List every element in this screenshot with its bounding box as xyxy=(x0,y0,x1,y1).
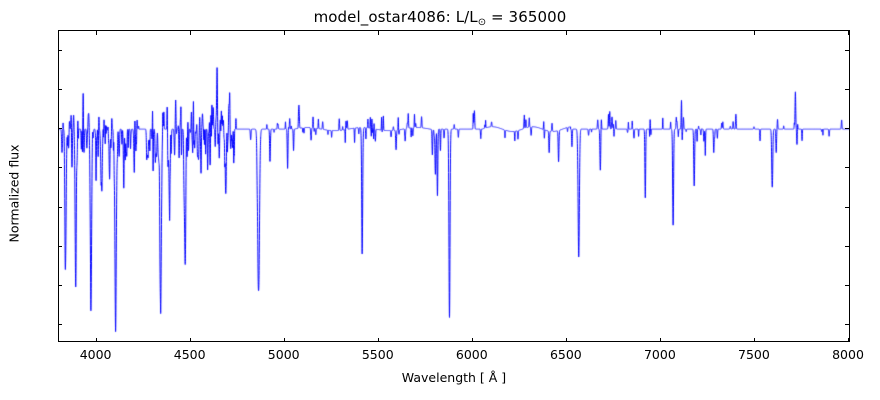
y-tick-mark xyxy=(58,245,62,247)
x-tick-mark-top xyxy=(848,31,849,35)
y-tick-mark-right xyxy=(845,88,849,90)
x-tick-label: 8000 xyxy=(832,347,864,362)
y-tick-mark-right xyxy=(845,285,849,287)
x-tick-mark-top xyxy=(659,31,661,35)
x-tick-label: 5500 xyxy=(361,347,394,362)
y-tick-mark xyxy=(58,324,62,326)
x-tick-mark-top xyxy=(471,31,473,35)
x-tick-mark xyxy=(283,338,285,342)
solar-symbol-subscript: ⊙ xyxy=(477,16,487,28)
x-tick-label: 6500 xyxy=(549,347,582,362)
y-tick-mark-right xyxy=(845,324,849,326)
x-tick-mark-top xyxy=(189,31,191,35)
y-tick-mark xyxy=(58,128,62,130)
x-tick-mark-top xyxy=(95,31,97,35)
y-tick-mark-right xyxy=(845,167,849,169)
y-tick-mark xyxy=(58,88,62,90)
x-tick-label: 6000 xyxy=(455,347,488,362)
x-tick-label: 7000 xyxy=(643,347,676,362)
x-tick-label: 4500 xyxy=(173,347,206,362)
x-tick-mark xyxy=(377,338,379,342)
x-tick-mark xyxy=(659,338,661,342)
x-tick-mark xyxy=(848,338,849,342)
y-tick-mark-right xyxy=(845,206,849,208)
x-tick-mark xyxy=(471,338,473,342)
y-tick-mark xyxy=(58,49,62,51)
y-tick-mark xyxy=(58,206,62,208)
title-tail-text: = 365000 xyxy=(486,8,567,26)
x-tick-mark xyxy=(95,338,97,342)
x-tick-mark-top xyxy=(565,31,567,35)
x-tick-mark-top xyxy=(753,31,755,35)
x-tick-mark xyxy=(753,338,755,342)
x-tick-mark xyxy=(565,338,567,342)
spectrum-line-plot xyxy=(59,31,849,341)
x-tick-mark xyxy=(189,338,191,342)
y-axis-label: Normalized flux xyxy=(6,144,22,243)
x-tick-mark-top xyxy=(377,31,379,35)
x-tick-label: 4000 xyxy=(79,347,112,362)
page-title: model_ostar4086: L/L⊙ = 365000 xyxy=(0,8,880,28)
y-tick-mark-right xyxy=(845,128,849,130)
title-main-text: model_ostar4086: L/L xyxy=(313,8,478,26)
y-tick-mark-right xyxy=(845,245,849,247)
x-axis-label: Wavelength [ Å ] xyxy=(401,370,507,385)
y-tick-mark-right xyxy=(845,49,849,51)
x-tick-label: 5000 xyxy=(267,347,300,362)
x-tick-mark-top xyxy=(283,31,285,35)
x-tick-label: 7500 xyxy=(738,347,770,362)
y-tick-mark xyxy=(58,167,62,169)
plot-axes-frame xyxy=(58,30,850,342)
y-tick-mark xyxy=(58,285,62,287)
